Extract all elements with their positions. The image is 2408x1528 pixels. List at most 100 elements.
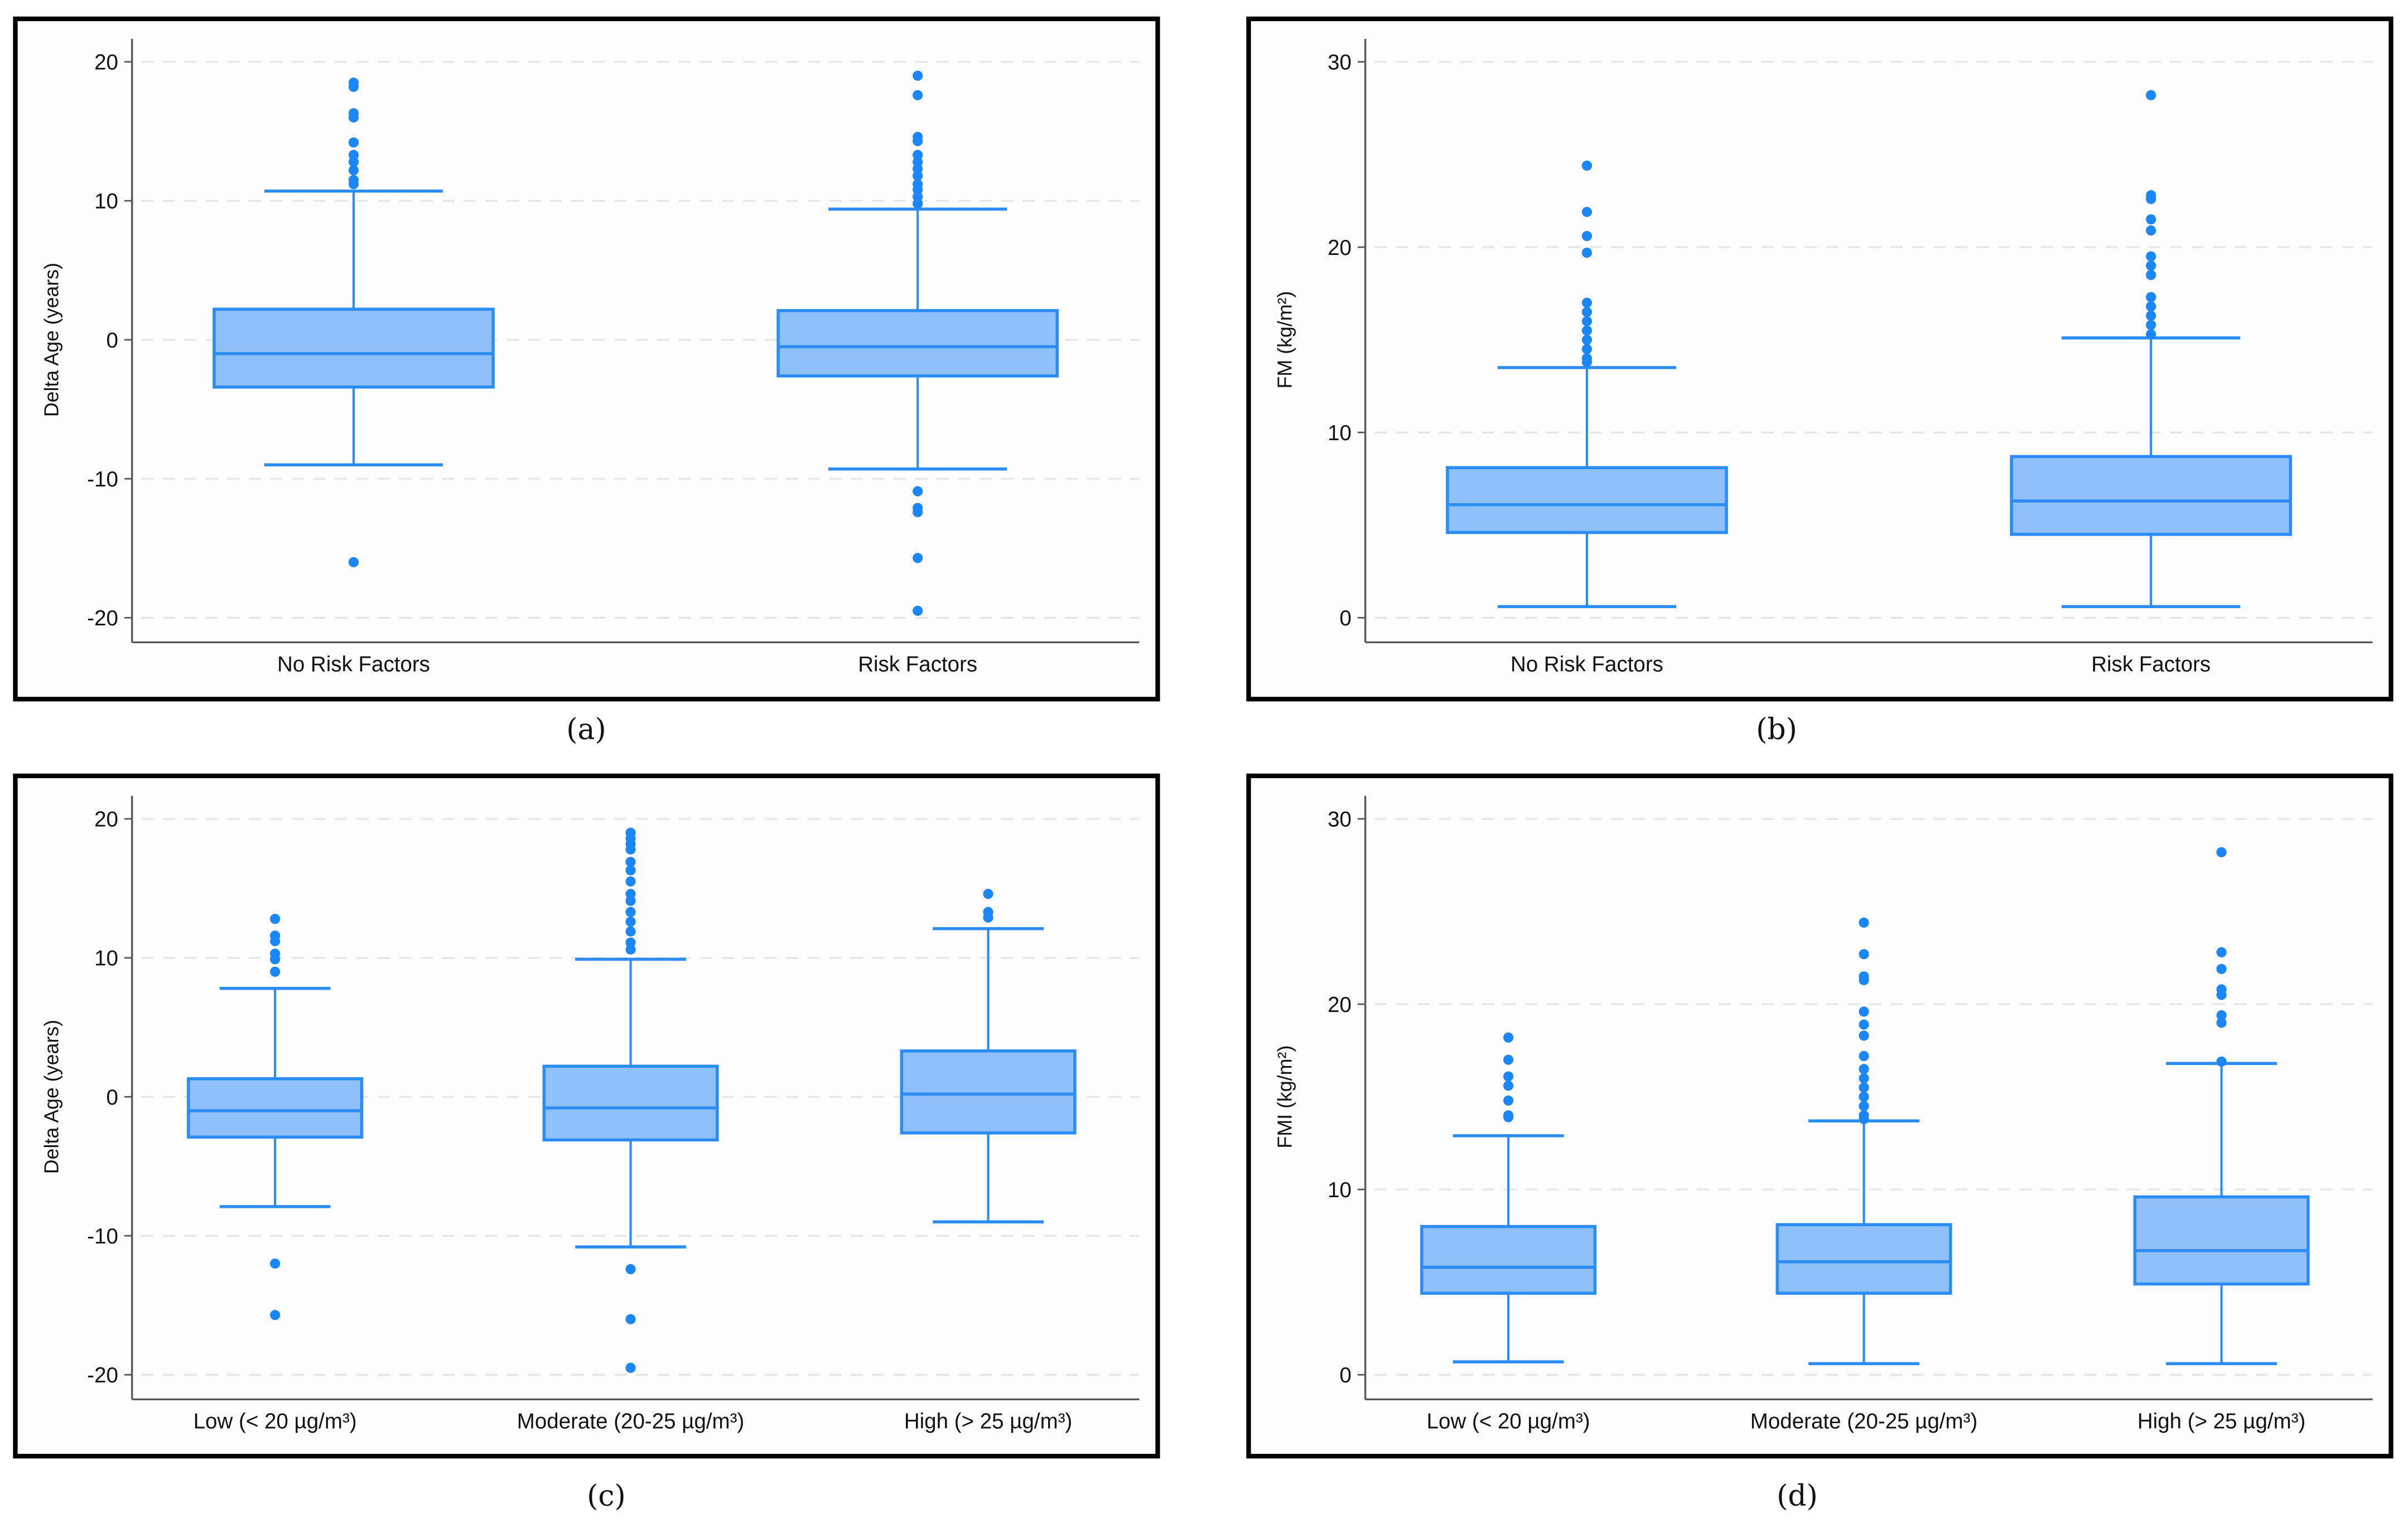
outlier-point (2146, 320, 2156, 330)
caption-a: (a) (566, 713, 606, 746)
outlier-point (625, 1264, 636, 1275)
outlier-point (1581, 206, 1593, 217)
outlier-point (625, 937, 636, 948)
outlier-point (913, 184, 923, 195)
y-tick-label: 10 (1328, 1178, 1352, 1202)
outlier-point (1859, 949, 1869, 960)
outlier-point (2216, 1018, 2227, 1028)
outlier-point (625, 1314, 636, 1324)
outlier-point (348, 179, 359, 190)
outlier-point (625, 1362, 636, 1373)
outlier-point (913, 507, 923, 518)
outlier-point (1581, 356, 1593, 368)
outlier-point (1503, 1095, 1514, 1106)
outlier-point (913, 553, 923, 563)
outlier-point (2216, 947, 2227, 958)
outlier-point (913, 605, 923, 616)
boxplot-a: -20 -10 0 10 20 Delta Age (years) No Risk Fact… (13, 16, 1160, 702)
iqr-box (2133, 1195, 2310, 1286)
outlier-point (625, 857, 636, 867)
outlier-point (625, 944, 636, 955)
caption-c: (c) (587, 1479, 626, 1513)
y-tick-label: -20 (87, 606, 118, 630)
outlier-point (1581, 160, 1593, 171)
iqr-box (1775, 1223, 1952, 1295)
outlier-point (625, 876, 636, 887)
outlier-point (1581, 344, 1593, 354)
iqr-box (1420, 1225, 1597, 1295)
y-tick-label: 0 (107, 329, 118, 353)
outlier-point (348, 81, 359, 92)
outlier-point (2146, 292, 2156, 302)
outlier-point (913, 150, 923, 160)
iqr-box (542, 1064, 719, 1142)
caption-b: (b) (1756, 713, 1797, 746)
outlier-point (625, 889, 636, 899)
y-tick-label: 20 (1328, 236, 1352, 260)
outlier-point (1503, 1112, 1514, 1122)
y-tick-label: 10 (1328, 421, 1352, 445)
outlier-point (2216, 1056, 2227, 1067)
iqr-box (1446, 466, 1728, 534)
outlier-point (625, 865, 636, 876)
outlier-point (348, 137, 359, 148)
outlier-point (1581, 325, 1593, 336)
outlier-point (348, 157, 359, 167)
outlier-point (1503, 1054, 1514, 1065)
iqr-box (2010, 455, 2293, 536)
outlier-point (348, 165, 359, 176)
y-axis-label: FMI (kg/m²) (1274, 1045, 1296, 1149)
outlier-point (1503, 1071, 1514, 1082)
outlier-point (913, 486, 923, 497)
outlier-point (270, 966, 281, 977)
y-tick-label: 30 (1328, 808, 1352, 832)
outlier-point (2146, 214, 2156, 225)
y-tick-label: 10 (94, 947, 118, 971)
outlier-point (1859, 1101, 1869, 1111)
panel-d: 0 10 20 30 FMI (kg/m²) Low (< 20 µg/m³) Modera… (1246, 773, 2394, 1459)
outlier-point (1859, 1019, 1869, 1030)
outlier-point (913, 157, 923, 167)
outlier-point (270, 914, 281, 924)
boxplot-b: 0 10 20 30 FM (kg/m²) No Risk Factors Risk Fac… (1246, 16, 2393, 702)
iqr-box (776, 309, 1059, 378)
outlier-point (913, 136, 923, 146)
outlier-point (348, 112, 359, 123)
x-tick-label: Risk Factors (858, 653, 977, 677)
outlier-point (1859, 1082, 1869, 1093)
outlier-point (1581, 316, 1593, 326)
outlier-point (1859, 917, 1869, 928)
outlier-point (2146, 329, 2156, 340)
y-axis-label: Delta Age (years) (41, 263, 63, 417)
x-tick-label: Moderate (20-25 µg/m³) (517, 1410, 744, 1434)
panel-frame (1246, 773, 2393, 1459)
x-tick-label: Moderate (20-25 µg/m³) (1750, 1410, 1978, 1434)
outlier-point (625, 895, 636, 906)
outlier-point (2146, 301, 2156, 312)
outlier-point (913, 163, 923, 174)
outlier-point (2146, 310, 2156, 321)
x-tick-label: No Risk Factors (277, 653, 430, 677)
outlier-point (1859, 1114, 1869, 1125)
panel-a: -20 -10 0 10 20 Delta Age (years) No Risk Fact… (12, 16, 1161, 702)
outlier-point (983, 889, 993, 899)
outlier-point (1503, 1032, 1514, 1043)
outlier-point (2146, 194, 2156, 204)
outlier-point (1581, 247, 1593, 258)
outlier-point (2216, 963, 2227, 974)
outlier-point (270, 954, 281, 965)
x-tick-label: High (> 25 µg/m³) (2137, 1410, 2306, 1434)
outlier-point (1859, 1006, 1869, 1017)
outlier-point (2216, 1010, 2227, 1021)
iqr-box (213, 307, 495, 389)
y-tick-label: 0 (1340, 1363, 1352, 1387)
panel-frame (1246, 16, 2393, 702)
boxplot-d: 0 10 20 30 FMI (kg/m²) Low (< 20 µg/m³) Modera… (1246, 773, 2393, 1459)
outlier-point (625, 926, 636, 937)
y-tick-label: 10 (94, 190, 118, 214)
y-axis-label: FM (kg/m²) (1274, 291, 1296, 389)
outlier-point (2216, 847, 2227, 857)
x-tick-label: Risk Factors (2091, 653, 2211, 677)
outlier-point (913, 70, 923, 81)
y-tick-label: 20 (1328, 993, 1352, 1017)
